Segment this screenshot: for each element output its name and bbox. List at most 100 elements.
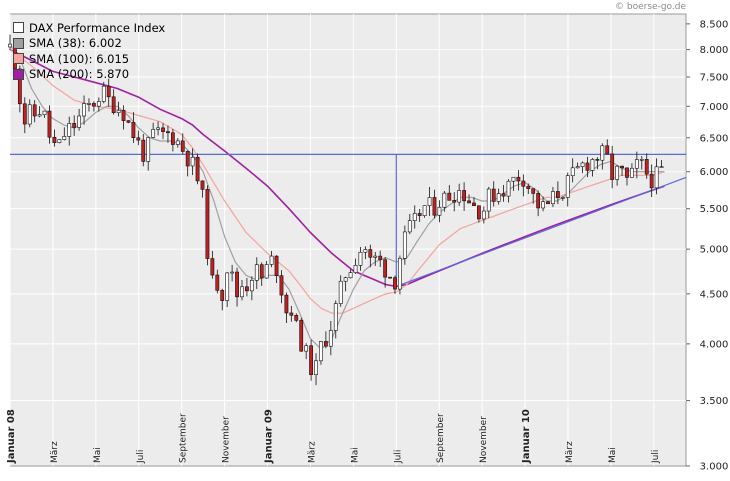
candle	[580, 162, 585, 167]
candle	[175, 140, 180, 145]
candle	[427, 197, 432, 206]
candle	[659, 166, 664, 168]
candle	[585, 162, 590, 171]
candle	[457, 190, 462, 203]
candle	[151, 129, 156, 138]
legend-label-dax: DAX Performance Index	[29, 20, 166, 35]
candle	[72, 123, 77, 128]
x-tick-label: Mai	[93, 447, 103, 463]
candle	[654, 166, 659, 189]
candle	[319, 341, 323, 362]
candle	[437, 206, 442, 216]
candle	[309, 345, 313, 375]
candle	[383, 259, 388, 278]
candle	[486, 188, 491, 212]
candle	[333, 303, 338, 331]
candle	[496, 193, 501, 202]
x-tick-label: Mai	[350, 447, 360, 463]
y-tick-label: 3.500	[700, 396, 729, 407]
x-tick-label: November	[479, 416, 489, 463]
y-tick-label: 8.000	[700, 45, 729, 56]
candle	[625, 167, 629, 178]
candle	[422, 205, 427, 216]
candle	[156, 127, 160, 130]
candle	[649, 173, 654, 189]
candle	[412, 213, 417, 221]
candle	[526, 185, 531, 189]
candle	[121, 109, 126, 121]
x-tick-label: November	[222, 416, 232, 463]
chart-legend: DAX Performance Index SMA (38): 6.002 SM…	[13, 20, 165, 82]
y-tick-label: 5.000	[700, 245, 729, 256]
candle	[195, 156, 200, 182]
x-tick-label: September	[179, 413, 189, 463]
candle	[481, 210, 486, 220]
candle	[235, 271, 239, 298]
plot-area	[9, 13, 687, 467]
candle	[600, 145, 605, 161]
candle	[348, 272, 353, 279]
y-tick-label: 4.000	[700, 339, 729, 350]
candle	[462, 190, 467, 202]
candle	[32, 104, 37, 117]
candle	[101, 85, 106, 102]
candle	[92, 103, 96, 107]
candle	[52, 136, 57, 143]
candle	[82, 103, 86, 117]
source-credit: © boerse-go.de	[615, 2, 686, 12]
candle	[190, 156, 195, 167]
y-tick-label: 6.000	[700, 167, 729, 178]
candle	[531, 188, 536, 194]
candle	[432, 197, 437, 216]
candle	[136, 137, 141, 141]
candle	[210, 258, 215, 276]
candle	[442, 192, 447, 208]
candle	[620, 165, 624, 169]
y-tick-label: 4.500	[700, 289, 729, 300]
candle	[373, 255, 378, 258]
legend-swatch-sma200	[13, 68, 24, 80]
candle	[67, 123, 72, 137]
candle	[590, 159, 595, 171]
candle	[521, 180, 526, 187]
candle	[269, 255, 274, 265]
legend-swatch-sma38	[13, 37, 24, 49]
candle	[491, 188, 496, 202]
candle	[472, 202, 476, 207]
x-tick-label: Januar 09	[264, 409, 275, 464]
candle	[565, 175, 570, 198]
candle	[314, 360, 318, 375]
candle	[37, 114, 42, 117]
candle	[546, 201, 550, 205]
candle	[299, 320, 304, 352]
candle	[180, 140, 185, 152]
candle	[279, 275, 284, 296]
candle	[536, 193, 541, 209]
candle	[595, 159, 600, 161]
candle	[254, 264, 259, 281]
candle	[398, 258, 402, 290]
candle	[245, 286, 249, 292]
candle	[225, 272, 230, 301]
legend-label-sma38: SMA (38): 6.002	[29, 36, 122, 51]
x-tick-label: Juli	[393, 450, 403, 464]
candle	[639, 159, 644, 161]
candle	[358, 251, 363, 266]
candle	[264, 264, 269, 279]
candle	[230, 271, 235, 274]
candles	[8, 34, 664, 386]
candle	[402, 231, 407, 259]
candle	[215, 274, 220, 291]
candle	[47, 110, 52, 138]
y-tick-label: 7.000	[700, 102, 729, 113]
candle	[249, 280, 254, 292]
candle	[87, 103, 91, 105]
candle	[378, 255, 383, 261]
x-tick-label: März	[307, 441, 317, 463]
x-tick-label: September	[436, 413, 446, 463]
candle	[131, 122, 136, 139]
legend-swatch-sma100	[13, 53, 24, 65]
legend-item-sma200: SMA (200): 5.870	[13, 67, 165, 83]
x-tick-label: März	[50, 441, 60, 463]
